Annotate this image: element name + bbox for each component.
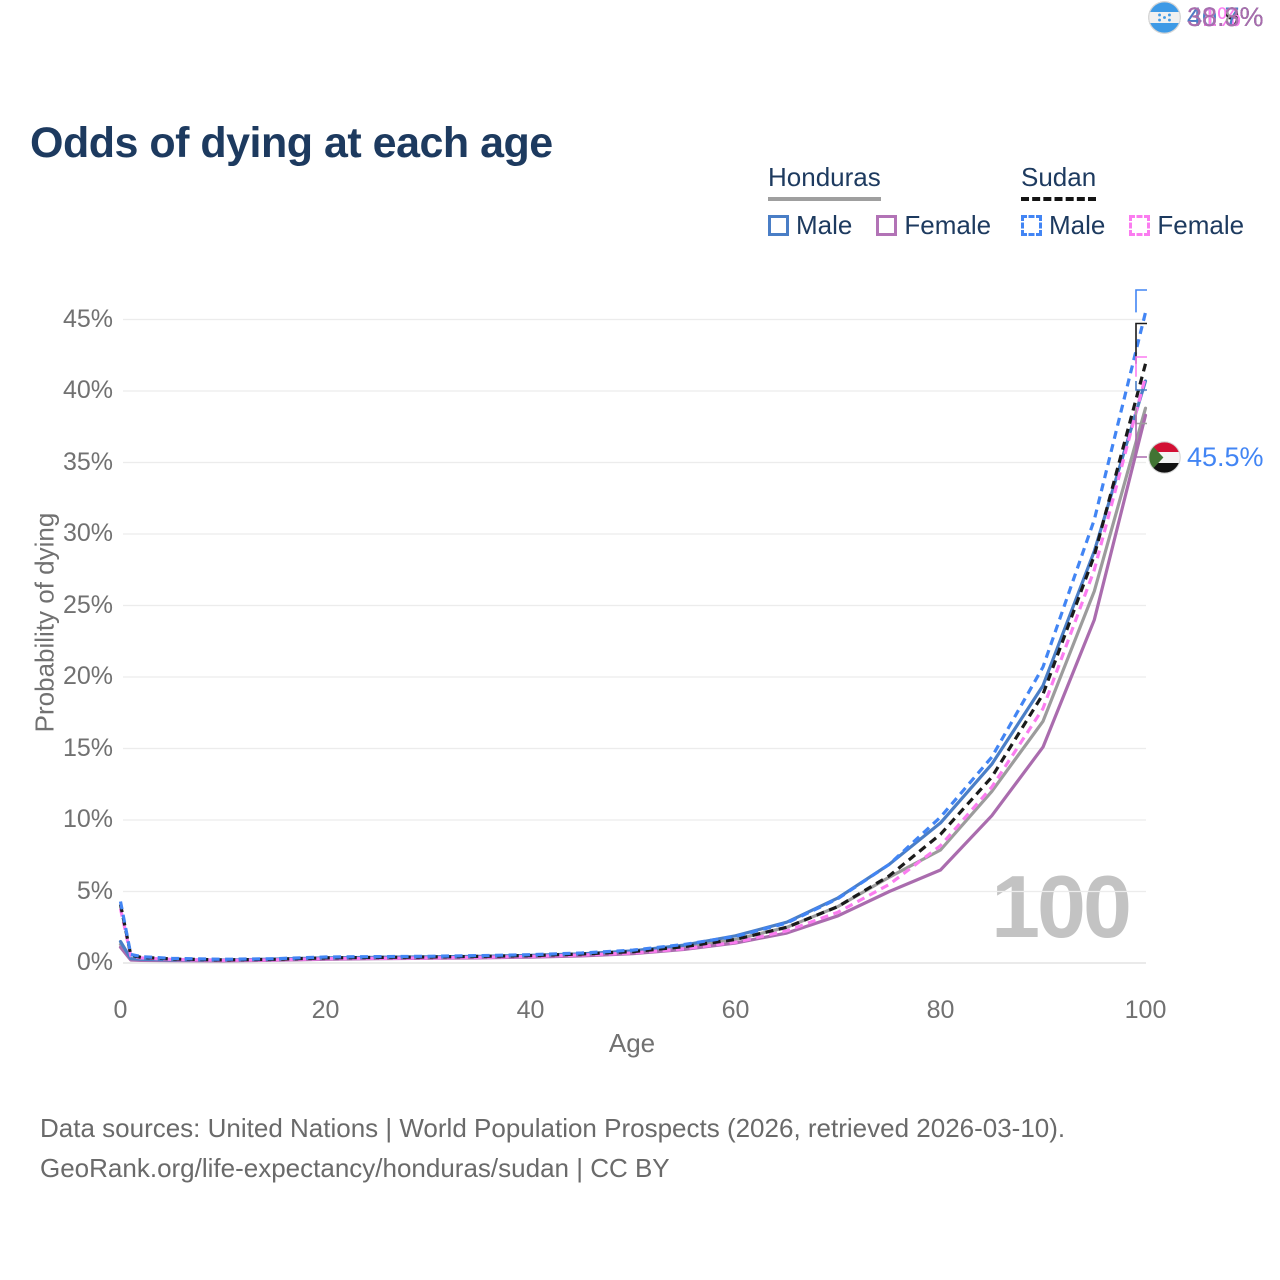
- x-tick-label: 60: [721, 996, 750, 1024]
- legend-item-label: Female: [1157, 210, 1245, 240]
- age-counter-watermark: 100: [991, 857, 1132, 956]
- legend-country-honduras[interactable]: Honduras: [768, 162, 881, 201]
- x-tick-label: 20: [311, 996, 340, 1024]
- end-label-sudan-female[interactable]: 41%: [1148, 0, 1241, 34]
- end-label-honduras-female[interactable]: 38.3%: [1148, 0, 1264, 34]
- end-label-honduras-male[interactable]: 40.7%: [1148, 0, 1264, 34]
- end-label-sudan-male[interactable]: 45.5%: [1148, 440, 1264, 474]
- honduras-male-swatch-icon: [768, 215, 789, 236]
- end-label-honduras-total[interactable]: 38.8%: [1148, 0, 1264, 34]
- y-tick-label: 5%: [76, 876, 113, 905]
- y-tick-label: 10%: [62, 805, 113, 833]
- legend-item-honduras-male[interactable]: Male: [768, 210, 852, 241]
- source-line-2: GeoRank.org/life-expectancy/honduras/sud…: [40, 1153, 670, 1183]
- y-tick-label: 15%: [62, 733, 113, 762]
- end-label-connector: [1135, 381, 1147, 391]
- sudan-flag-icon: [1148, 441, 1181, 474]
- end-label-connector: [1135, 356, 1147, 377]
- end-value-label: 38.3%: [1187, 1, 1264, 32]
- end-value-label: 38.8%: [1187, 1, 1264, 32]
- x-tick-label: 100: [1124, 996, 1167, 1024]
- sudan-female-swatch-icon: [1129, 215, 1151, 236]
- honduras-flag-icon: [1148, 1, 1181, 34]
- end-value-label: 41%: [1187, 1, 1242, 32]
- legend-item-label: Male: [1049, 210, 1106, 240]
- series-line-honduras_total[interactable]: [118, 406, 1148, 962]
- series-line-sudan_female[interactable]: [118, 376, 1148, 962]
- series-line-honduras_female[interactable]: [118, 413, 1148, 963]
- y-tick-label: 25%: [62, 590, 113, 619]
- data-source-note: Data sources: United Nations | World Pop…: [40, 1108, 1065, 1188]
- y-tick-label: 20%: [62, 662, 113, 690]
- y-tick-label: 40%: [62, 376, 113, 404]
- page-title: Odds of dying at each age: [30, 118, 553, 167]
- legend-group-sudan: Sudan Male Female: [1021, 162, 1244, 241]
- end-label-connector: [1135, 415, 1147, 458]
- legend-item-honduras-female[interactable]: Female: [876, 210, 991, 241]
- source-line-1: Data sources: United Nations | World Pop…: [40, 1113, 1066, 1143]
- legend-item-label: Female: [904, 210, 992, 240]
- end-label-connector: [1135, 322, 1147, 364]
- legend-item-label: Male: [796, 210, 853, 240]
- x-axis-title: Age: [608, 1028, 656, 1058]
- series-line-sudan_male[interactable]: [118, 312, 1148, 961]
- end-label-sudan-total[interactable]: 41.9%: [1148, 0, 1264, 34]
- legend-country-sudan[interactable]: Sudan: [1021, 162, 1097, 201]
- end-value-label: 41.9%: [1187, 1, 1264, 32]
- legend-group-honduras: Honduras Male Female: [768, 162, 991, 241]
- honduras-female-swatch-icon: [876, 215, 898, 236]
- x-tick-label: 0: [113, 996, 128, 1024]
- series-line-honduras_male[interactable]: [118, 379, 1148, 962]
- x-tick-label: 80: [926, 996, 955, 1024]
- y-tick-label: 45%: [62, 304, 113, 333]
- x-tick-label: 40: [516, 996, 545, 1024]
- end-value-label: 45.5%: [1187, 441, 1264, 472]
- end-label-connector: [1135, 289, 1147, 313]
- legend-item-sudan-male[interactable]: Male: [1021, 210, 1105, 241]
- legend-item-sudan-female[interactable]: Female: [1129, 210, 1244, 241]
- y-tick-label: 30%: [62, 519, 113, 547]
- y-tick-label: 0%: [76, 948, 113, 976]
- sudan-male-swatch-icon: [1021, 215, 1042, 236]
- series-line-sudan_total[interactable]: [118, 363, 1148, 962]
- end-value-label: 40.7%: [1187, 1, 1264, 32]
- y-tick-label: 35%: [62, 447, 113, 476]
